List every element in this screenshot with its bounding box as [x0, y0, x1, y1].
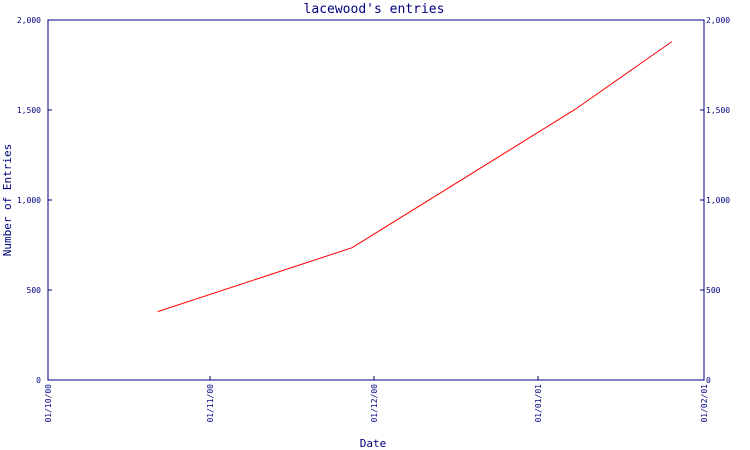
series-line — [157, 41, 673, 313]
y-tick-label-left: 1,500 — [17, 106, 41, 115]
y-axis-label: Number of Entries — [1, 144, 14, 257]
x-tick-label: 01/12/00 — [370, 384, 379, 423]
y-tick-label-right: 1,500 — [706, 106, 730, 115]
series-layer — [157, 41, 673, 313]
y-axis-right: 0 500 1,000 1,500 2,000 — [700, 16, 730, 385]
x-tick-label: 01/10/00 — [44, 384, 53, 423]
y-tick-label-right: 500 — [706, 286, 721, 295]
x-axis-label: Date — [360, 437, 387, 450]
y-tick-label-right: 1,000 — [706, 196, 730, 205]
x-tick-label: 01/11/00 — [206, 384, 215, 423]
x-tick-label: 01/01/01 — [534, 384, 543, 423]
y-axis-left: 0 500 1,000 1,500 2,000 — [17, 16, 52, 385]
y-tick-label-right: 0 — [706, 376, 711, 385]
y-tick-label-right: 2,000 — [706, 16, 730, 25]
y-tick-label-left: 500 — [27, 286, 42, 295]
plot-frame — [47, 19, 705, 381]
x-axis: 01/10/00 01/11/00 01/12/00 01/01/01 01/02/01 — [44, 376, 709, 423]
x-tick-label: 01/02/01 — [700, 384, 709, 423]
y-tick-label-left: 1,000 — [17, 196, 41, 205]
chart-title: lacewood's entries — [304, 2, 445, 17]
y-tick-label-left: 0 — [36, 376, 41, 385]
y-tick-label-left: 2,000 — [17, 16, 41, 25]
